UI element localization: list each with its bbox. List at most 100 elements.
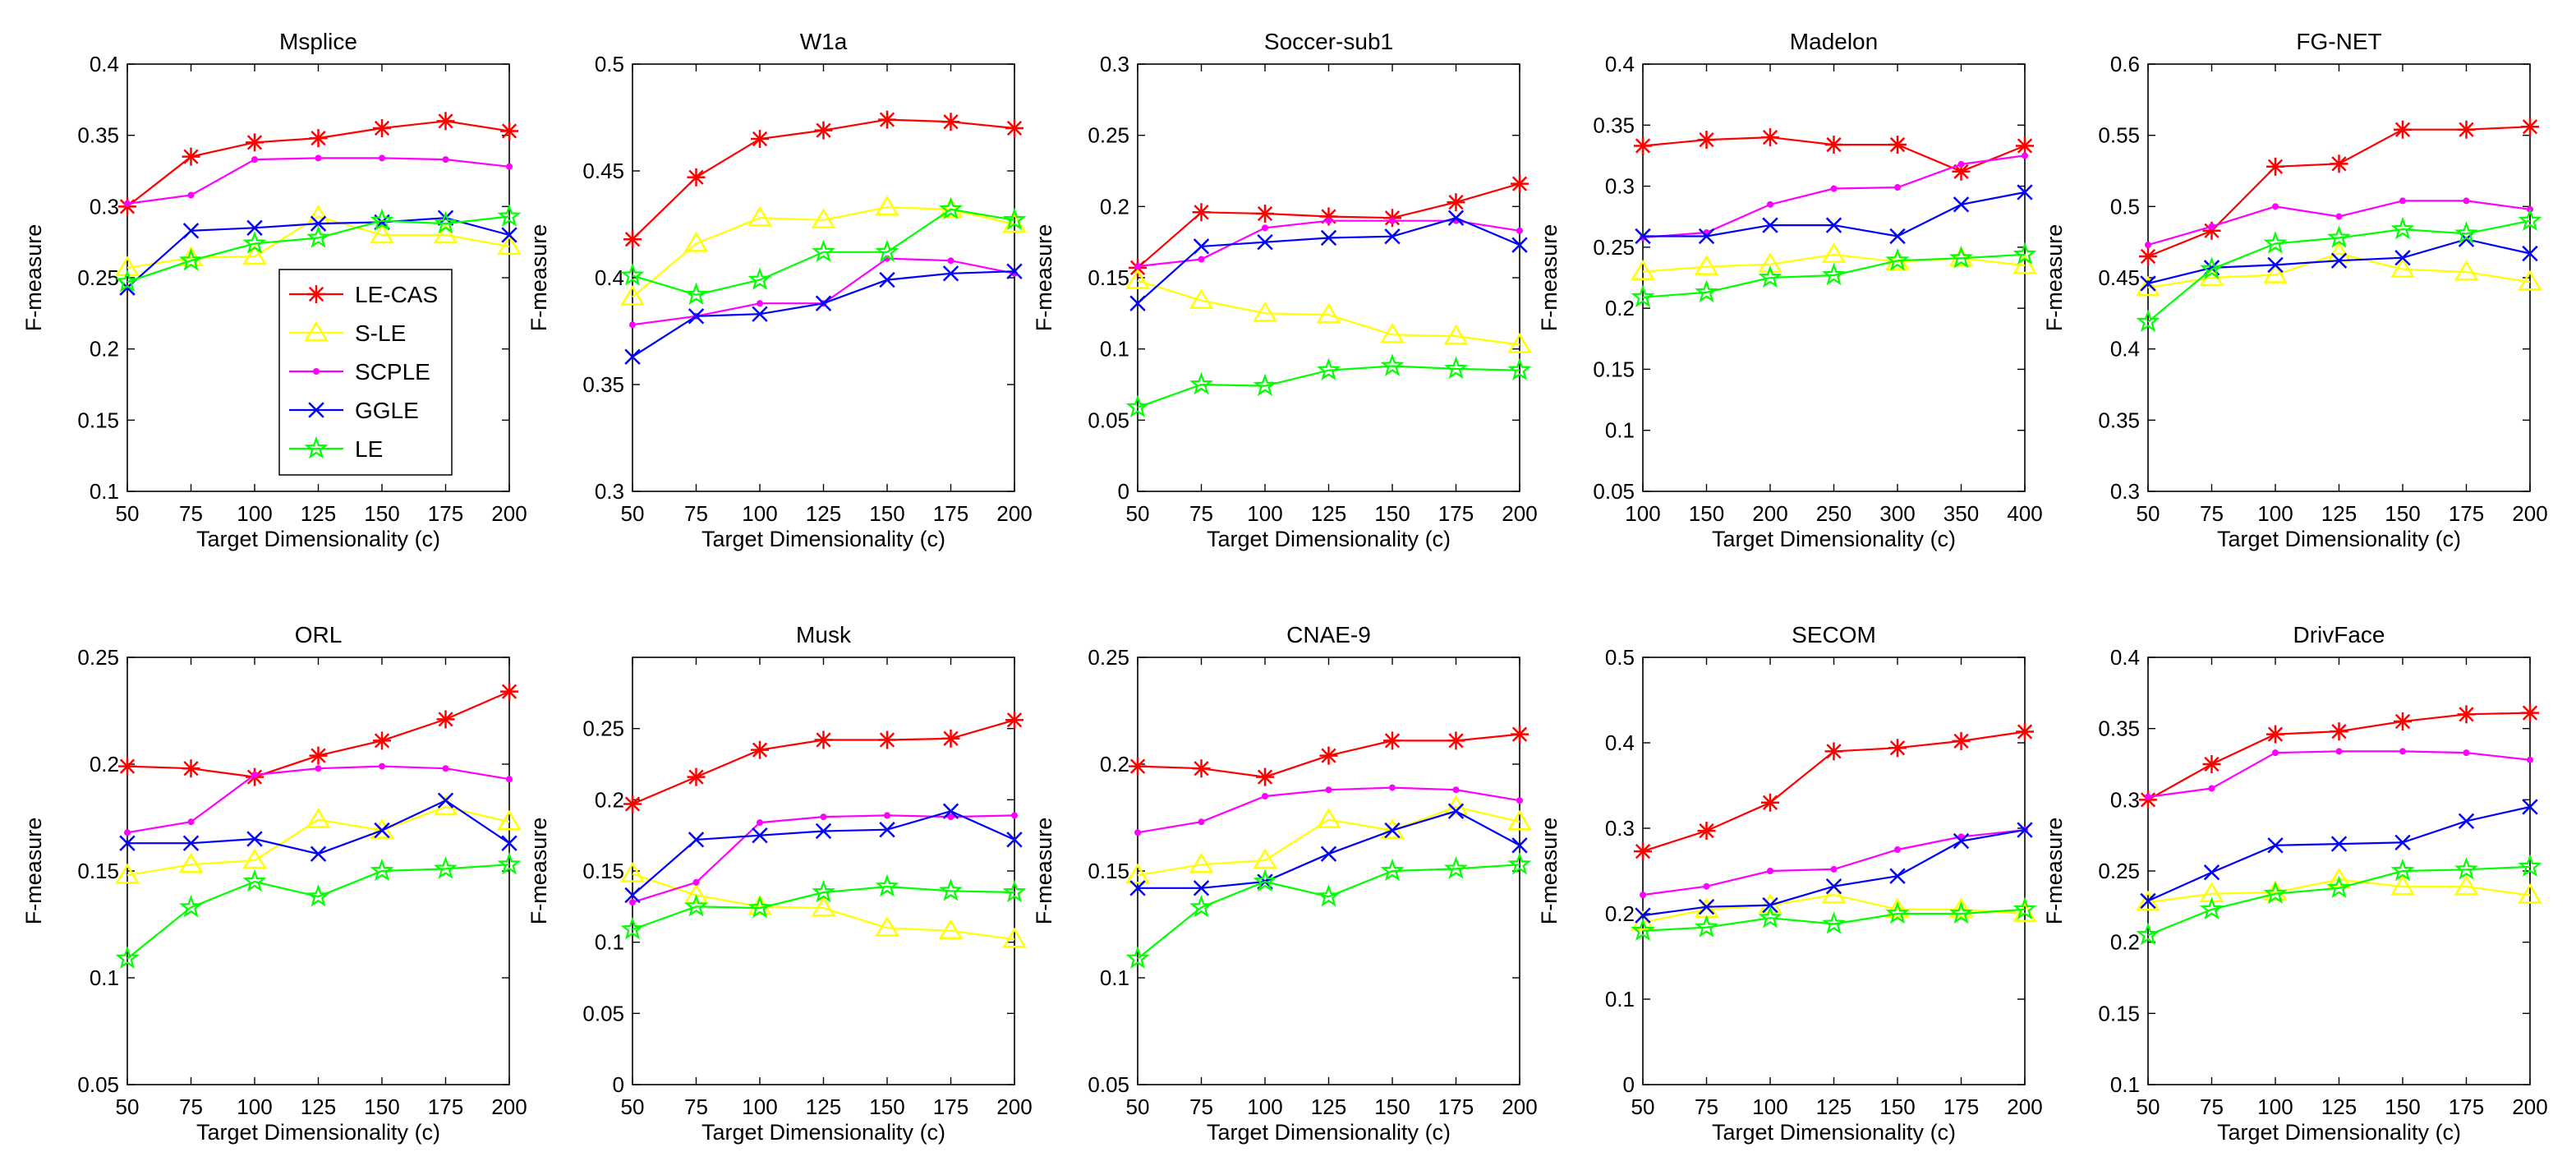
data-point [1631, 918, 1655, 942]
data-point [2335, 213, 2343, 220]
data-point [1825, 878, 1842, 895]
data-point [373, 731, 391, 750]
y-tick-label: 0.4 [595, 265, 624, 290]
x-tick-label: 50 [1126, 1094, 1150, 1119]
data-point [878, 730, 896, 749]
series-line [632, 885, 1015, 931]
data-point [1761, 793, 1779, 812]
data-point [1698, 228, 1715, 245]
data-point [2454, 874, 2479, 896]
x-tick-label: 200 [1502, 501, 1537, 526]
data-point [315, 154, 322, 162]
data-point [620, 916, 645, 940]
y-tick-label: 0.55 [2098, 123, 2140, 148]
y-tick-label: 0.2 [1605, 296, 1635, 320]
data-point [1325, 786, 1332, 794]
data-point [2208, 223, 2215, 230]
x-tick-label: 175 [1438, 1094, 1474, 1119]
data-point [497, 851, 522, 875]
y-tick-label: 0.5 [595, 52, 624, 76]
series-le [620, 873, 1027, 940]
x-tick-label: 100 [742, 501, 777, 526]
y-tick-label: 0.1 [2110, 1072, 2140, 1097]
x-tick-label: 200 [491, 501, 527, 526]
data-point [1134, 263, 1141, 270]
data-point [1189, 852, 1214, 873]
data-point [1319, 746, 1338, 765]
data-point [1253, 869, 1277, 892]
data-point [688, 832, 705, 848]
y-tick-label: 0.05 [582, 1001, 624, 1025]
data-point [310, 846, 327, 862]
data-point [1444, 856, 1468, 879]
legend-label: S-LE [355, 320, 406, 346]
y-tick-label: 0.15 [1593, 357, 1635, 381]
series-ggle [624, 263, 1023, 365]
data-point [2263, 263, 2288, 283]
x-tick-label: 100 [2257, 501, 2293, 526]
x-tick-label: 150 [2385, 1094, 2420, 1119]
data-point [1695, 915, 1718, 938]
chart-title: ORL [295, 622, 343, 647]
series-le [115, 851, 522, 969]
x-axis-label: Target Dimensionality (c) [2217, 1120, 2461, 1145]
data-point [1511, 725, 1529, 744]
x-tick-label: 75 [1189, 1094, 1213, 1119]
data-point [1824, 742, 1843, 761]
legend-entry: S-LE [289, 320, 406, 346]
data-point [182, 759, 200, 778]
data-point [875, 915, 899, 937]
x-tick-label: 200 [491, 1094, 527, 1119]
data-point [2394, 120, 2412, 139]
axes-box [1137, 63, 1520, 492]
data-point [182, 223, 200, 239]
y-axis-label: F-measure [21, 818, 46, 925]
chart-drivface: 50 75 100 125 150 175 200 0.1 0.15 0.2 0.25 0.3 0.35… [2042, 622, 2548, 1145]
y-tick-label: 0.4 [1605, 52, 1635, 76]
chart-title: Musk [796, 622, 852, 647]
data-point [2202, 755, 2221, 773]
chart-fg-net: 50 75 100 125 150 175 200 0.3 0.35 0.4 0.45 0.5 0.55… [2042, 29, 2548, 551]
data-point [2330, 722, 2348, 741]
x-tick-label: 150 [869, 1094, 904, 1119]
x-tick-label: 75 [684, 501, 708, 526]
data-point [1507, 809, 1532, 831]
data-point [942, 265, 959, 282]
y-tick-label: 0.15 [77, 408, 119, 432]
y-tick-label: 0.05 [1088, 1072, 1129, 1097]
series-ggle [624, 803, 1023, 904]
data-point [811, 208, 836, 229]
data-point [1006, 832, 1023, 848]
x-tick-label: 100 [237, 1094, 272, 1119]
chart-musk: 50 75 100 125 150 175 200 0 0.05 0.1 0.15 0.2 0.25 Mu… [527, 622, 1033, 1145]
y-tick-label: 0.5 [2110, 194, 2140, 219]
data-point [1125, 269, 1150, 289]
data-point [629, 321, 636, 329]
series-ggle [1635, 822, 2033, 924]
x-tick-label: 100 [1625, 501, 1660, 526]
data-point [1262, 224, 1268, 232]
y-axis-label: F-measure [527, 818, 551, 925]
data-point [1640, 892, 1646, 899]
data-point [812, 239, 835, 263]
data-point [434, 210, 458, 234]
series-line [126, 215, 510, 269]
data-point [1452, 786, 1460, 794]
data-point [1824, 136, 1843, 154]
x-axis-label: Target Dimensionality (c) [1712, 1120, 1956, 1145]
data-point [497, 204, 522, 227]
data-point [1189, 288, 1214, 309]
data-point [2327, 875, 2351, 899]
data-point [1949, 245, 1973, 269]
series-le-cas [118, 682, 518, 786]
legend-marker [313, 368, 320, 375]
data-point [1317, 357, 1341, 380]
y-tick-label: 0.3 [595, 479, 624, 504]
x-tick-label: 150 [1689, 501, 1724, 526]
chart-w1a: 50 75 100 125 150 175 200 0.3 0.35 0.4 0.45 0.5 W1a T… [527, 29, 1033, 551]
data-point [1129, 757, 1147, 776]
series-le [115, 204, 522, 293]
data-point [124, 829, 131, 836]
data-point [2016, 136, 2034, 155]
y-tick-label: 0.3 [90, 194, 119, 219]
